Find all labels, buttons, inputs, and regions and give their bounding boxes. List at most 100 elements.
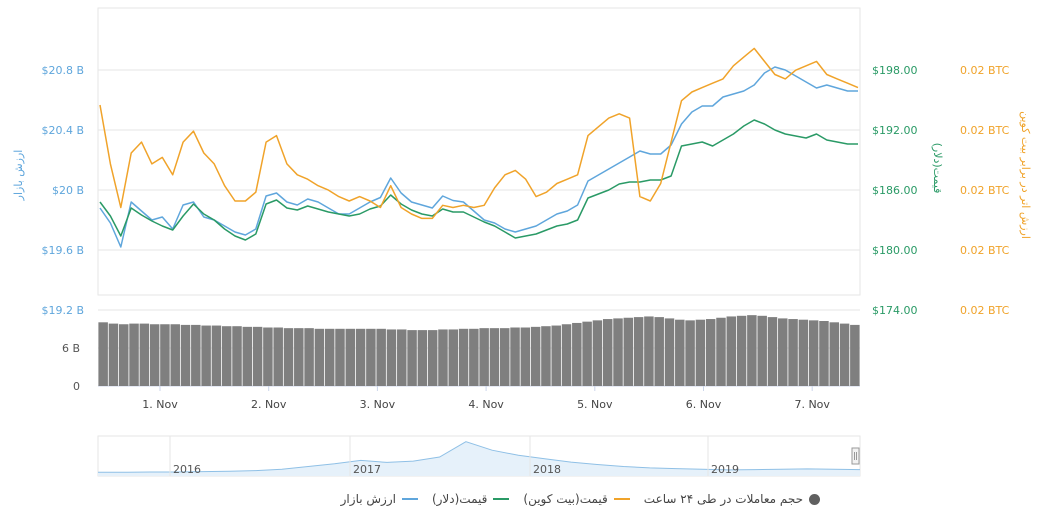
main-plot-frame xyxy=(97,7,861,296)
navigator-year-label: 2019 xyxy=(711,463,739,476)
navigator-year-label: 2016 xyxy=(173,463,201,476)
navigator-line xyxy=(98,441,861,473)
volume-bar xyxy=(242,326,253,386)
volume-bar xyxy=(118,324,129,386)
cap-tick-label: $20 B xyxy=(52,184,84,197)
legend-item-volume[interactable]: حجم معاملات در طی ۲۴ ساعت xyxy=(644,492,820,506)
volume-bar xyxy=(736,315,747,386)
volume-bar xyxy=(221,326,232,386)
legend-volume-swatch-icon xyxy=(809,493,820,505)
usd-tick-label: $174.00 xyxy=(872,304,918,317)
volume-bar xyxy=(510,327,520,386)
volume-bar xyxy=(263,327,273,386)
grid-lines xyxy=(97,7,861,387)
usd-tick-label: $192.00 xyxy=(872,124,918,137)
volume-bar xyxy=(314,328,325,386)
volume-plot xyxy=(98,315,860,386)
volume-bar xyxy=(592,320,603,386)
volume-bar xyxy=(283,328,294,386)
volume-bar xyxy=(664,318,675,386)
legend-volume-label: حجم معاملات در طی ۲۴ ساعت xyxy=(643,492,803,506)
legend: حجم معاملات در طی ۲۴ ساعت قیمت(بیت کوین)… xyxy=(340,488,820,510)
volume-bar xyxy=(561,324,572,386)
volume-bar xyxy=(252,326,263,386)
volume-bar xyxy=(129,323,139,386)
legend-usd-label: قیمت(دلار) xyxy=(431,492,488,506)
volume-bar xyxy=(705,319,716,386)
volume-bar xyxy=(654,317,664,386)
usd-tick-label: $186.00 xyxy=(872,184,918,197)
x-tick-label: 6. Nov xyxy=(686,398,722,411)
volume-bar xyxy=(366,328,376,386)
legend-item-price-btc[interactable]: قیمت(بیت کوین) xyxy=(523,492,630,506)
volume-bar xyxy=(551,325,561,386)
volume-bar xyxy=(778,318,788,386)
volume-bar xyxy=(438,329,448,386)
volume-bar xyxy=(180,324,191,386)
navigator[interactable]: 2016 2017 2018 2019 xyxy=(97,435,861,477)
legend-cap-swatch-icon xyxy=(401,498,418,500)
price-usd-line xyxy=(99,119,858,241)
volume-bar xyxy=(644,316,654,386)
volume-bar xyxy=(798,319,809,386)
volume-bar xyxy=(839,323,850,386)
volume-bar xyxy=(232,326,242,386)
volume-bar xyxy=(499,328,510,386)
volume-bar xyxy=(149,324,160,386)
cap-axis-title: ارزش بازار xyxy=(12,150,25,202)
volume-bar xyxy=(448,329,459,386)
volume-bar xyxy=(201,325,211,386)
volume-bar xyxy=(170,324,180,386)
legend-item-price-usd[interactable]: قیمت(دلار) xyxy=(431,492,510,506)
x-tick-label: 4. Nov xyxy=(468,398,504,411)
volume-bar xyxy=(530,326,541,386)
volume-bar xyxy=(335,328,345,386)
volume-bar xyxy=(376,328,386,386)
usd-tick-label: $180.00 xyxy=(872,244,918,257)
volume-bar xyxy=(397,329,407,386)
volume-bar xyxy=(324,328,335,386)
volume-bar xyxy=(767,317,778,386)
volume-bar xyxy=(829,322,840,386)
price-btc-line xyxy=(99,47,859,220)
main-plot xyxy=(99,47,859,248)
volume-bar xyxy=(294,328,304,386)
volume-tick-label: 0 xyxy=(73,380,80,393)
cap-tick-label: $20.4 B xyxy=(41,124,84,137)
volume-bar xyxy=(479,328,489,386)
navigator-area xyxy=(98,441,860,476)
navigator-handle-icon[interactable] xyxy=(851,447,860,465)
volume-bar xyxy=(747,315,757,386)
usd-tick-label: $198.00 xyxy=(872,64,918,77)
legend-item-market-cap[interactable]: ارزش بازار xyxy=(341,492,418,506)
volume-bar xyxy=(572,322,582,386)
volume-bar xyxy=(850,324,860,386)
volume-bar xyxy=(160,324,170,386)
volume-bar xyxy=(633,317,644,386)
market-cap-line xyxy=(99,66,858,248)
cap-tick-label: $19.2 B xyxy=(41,304,84,317)
x-tick-label: 5. Nov xyxy=(577,398,613,411)
legend-btc-label: قیمت(بیت کوین) xyxy=(523,492,608,506)
cap-tick-label: $20.8 B xyxy=(41,64,84,77)
axis-labels: $20.8 B $20.4 B $20 B $19.6 B $19.2 B 6 B 0 $19… xyxy=(12,64,1032,411)
volume-bar xyxy=(613,318,623,386)
volume-bar xyxy=(541,326,551,386)
volume-tick-label: 6 B xyxy=(62,342,80,355)
usd-axis-title: قیمت(دلار) xyxy=(931,143,944,194)
btc-tick-label: 0.02 BTC xyxy=(960,304,1010,317)
volume-bar xyxy=(108,323,119,386)
volume-bar xyxy=(98,322,108,386)
cap-tick-label: $19.6 B xyxy=(41,244,84,257)
btc-axis-title: ارزش اتر در برابر بیت کوین xyxy=(1019,111,1032,239)
navigator-year-label: 2017 xyxy=(353,463,381,476)
btc-tick-label: 0.02 BTC xyxy=(960,184,1010,197)
volume-bar xyxy=(602,319,613,386)
legend-cap-label: ارزش بازار xyxy=(340,492,396,506)
volume-bar xyxy=(675,319,685,386)
volume-bar xyxy=(788,319,798,386)
legend-usd-swatch-icon xyxy=(493,498,510,500)
x-tick-label: 3. Nov xyxy=(360,398,396,411)
btc-tick-label: 0.02 BTC xyxy=(960,244,1010,257)
